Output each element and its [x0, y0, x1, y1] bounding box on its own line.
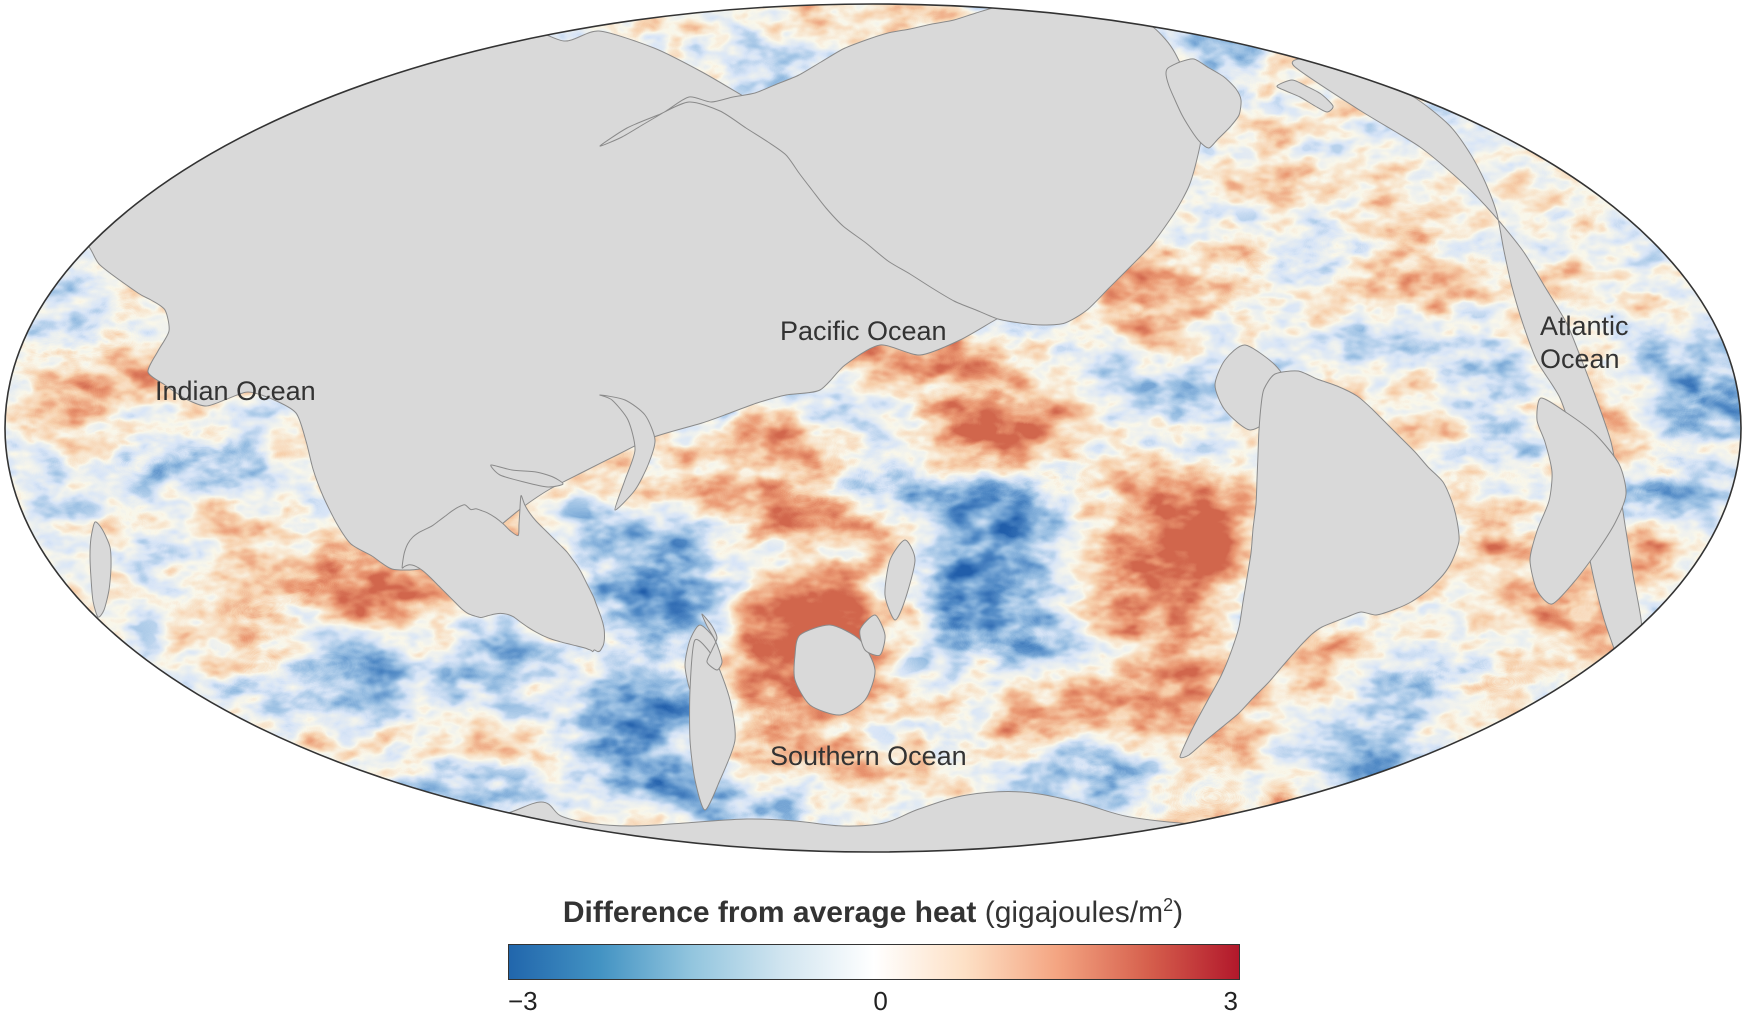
svg-text:Atlantic: Atlantic [1540, 311, 1629, 341]
svg-text:Southern Ocean: Southern Ocean [770, 741, 967, 771]
svg-text:Indian Ocean: Indian Ocean [155, 376, 316, 406]
svg-text:Pacific Ocean: Pacific Ocean [780, 316, 947, 346]
svg-text:Ocean: Ocean [1540, 344, 1620, 374]
